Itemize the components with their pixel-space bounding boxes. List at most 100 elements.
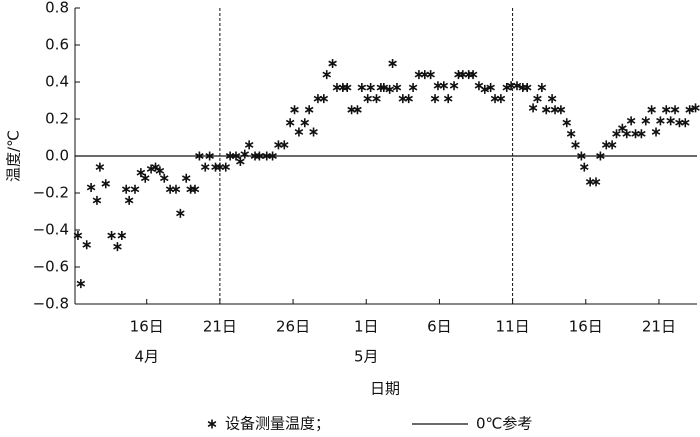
data-point — [443, 94, 453, 104]
data-point — [426, 70, 435, 80]
data-point — [537, 83, 547, 93]
data-point — [319, 94, 329, 104]
data-point — [240, 149, 250, 159]
data-point — [414, 70, 424, 80]
data-point — [101, 179, 111, 189]
y-tick-label: −0.4 — [33, 221, 69, 239]
data-point — [151, 162, 160, 172]
data-point — [379, 83, 389, 93]
y-tick-label: 0.0 — [45, 147, 69, 165]
data-point — [165, 184, 175, 194]
data-point — [385, 84, 394, 94]
data-point — [486, 83, 495, 93]
x-tick-label: 16日 — [130, 318, 164, 336]
data-point — [522, 83, 532, 93]
data-point — [95, 162, 105, 172]
data-point — [612, 129, 621, 139]
data-point — [480, 84, 490, 94]
data-point — [661, 105, 671, 115]
data-point — [211, 162, 220, 172]
data-point — [596, 151, 605, 161]
data-point — [566, 129, 576, 139]
data-point — [294, 127, 304, 137]
data-point — [322, 70, 332, 80]
data-point — [304, 105, 314, 115]
data-point — [512, 81, 522, 91]
data-point — [433, 81, 443, 91]
data-point — [171, 184, 181, 194]
data-point — [231, 151, 241, 161]
data-point — [404, 94, 413, 104]
data-point — [342, 83, 352, 93]
data-point — [439, 81, 449, 91]
data-point — [496, 94, 506, 104]
y-tick-label: 0.4 — [45, 73, 69, 91]
data-point — [140, 173, 150, 183]
x-tick-label: 6日 — [427, 318, 452, 336]
data-point — [408, 83, 418, 93]
data-point — [550, 105, 560, 115]
data-point — [449, 81, 459, 91]
data-point — [468, 70, 478, 80]
x-tick-label: 11日 — [496, 318, 530, 336]
data-point — [82, 240, 92, 250]
y-tick-label: 0.8 — [45, 0, 69, 17]
data-point — [541, 105, 551, 115]
x-axis-label: 日期 — [370, 380, 400, 398]
data-point — [155, 166, 165, 176]
data-point — [313, 94, 323, 104]
data-point — [528, 103, 538, 113]
y-axis-label: 温度/℃ — [5, 130, 23, 182]
data-point — [285, 118, 295, 128]
data-point — [666, 116, 675, 126]
data-point — [300, 118, 310, 128]
data-point — [647, 105, 656, 115]
y-tick-label: −0.8 — [33, 295, 69, 313]
data-point — [309, 127, 318, 137]
month-label: 5月 — [354, 348, 379, 366]
data-point — [420, 70, 430, 80]
data-point — [92, 195, 102, 205]
data-point — [533, 94, 542, 104]
data-point — [637, 129, 646, 139]
data-point — [186, 184, 195, 194]
data-point — [641, 116, 651, 126]
data-point — [274, 140, 283, 150]
data-point — [195, 151, 204, 161]
data-point — [490, 94, 500, 104]
data-point — [607, 140, 617, 150]
data-point — [328, 59, 337, 68]
data-point — [268, 151, 277, 161]
data-point — [255, 151, 264, 161]
data-point — [680, 118, 690, 128]
data-point — [279, 140, 289, 150]
data-point — [176, 208, 185, 218]
x-tick-label: 26日 — [276, 318, 310, 336]
data-point — [113, 242, 122, 252]
data-point — [430, 94, 440, 104]
data-point — [353, 105, 362, 115]
data-point — [398, 94, 408, 104]
data-point — [76, 279, 86, 289]
data-point — [200, 162, 210, 172]
data-point — [547, 94, 557, 104]
data-point — [236, 157, 245, 167]
data-point — [651, 127, 661, 137]
data-point — [190, 184, 200, 194]
data-point — [86, 182, 96, 192]
data-point — [117, 231, 127, 241]
data-point — [159, 173, 169, 183]
y-tick-label: −0.2 — [33, 184, 69, 202]
data-point — [136, 168, 146, 178]
data-point — [338, 83, 348, 93]
data-point — [372, 94, 381, 104]
legend-label: 0℃参考 — [476, 415, 532, 433]
data-point — [626, 116, 636, 126]
x-tick-label: 1日 — [354, 318, 379, 336]
data-point — [392, 83, 402, 93]
x-tick-label: 16日 — [569, 318, 603, 336]
data-point — [691, 103, 700, 113]
legend-marker — [207, 419, 217, 429]
data-point — [347, 105, 356, 115]
